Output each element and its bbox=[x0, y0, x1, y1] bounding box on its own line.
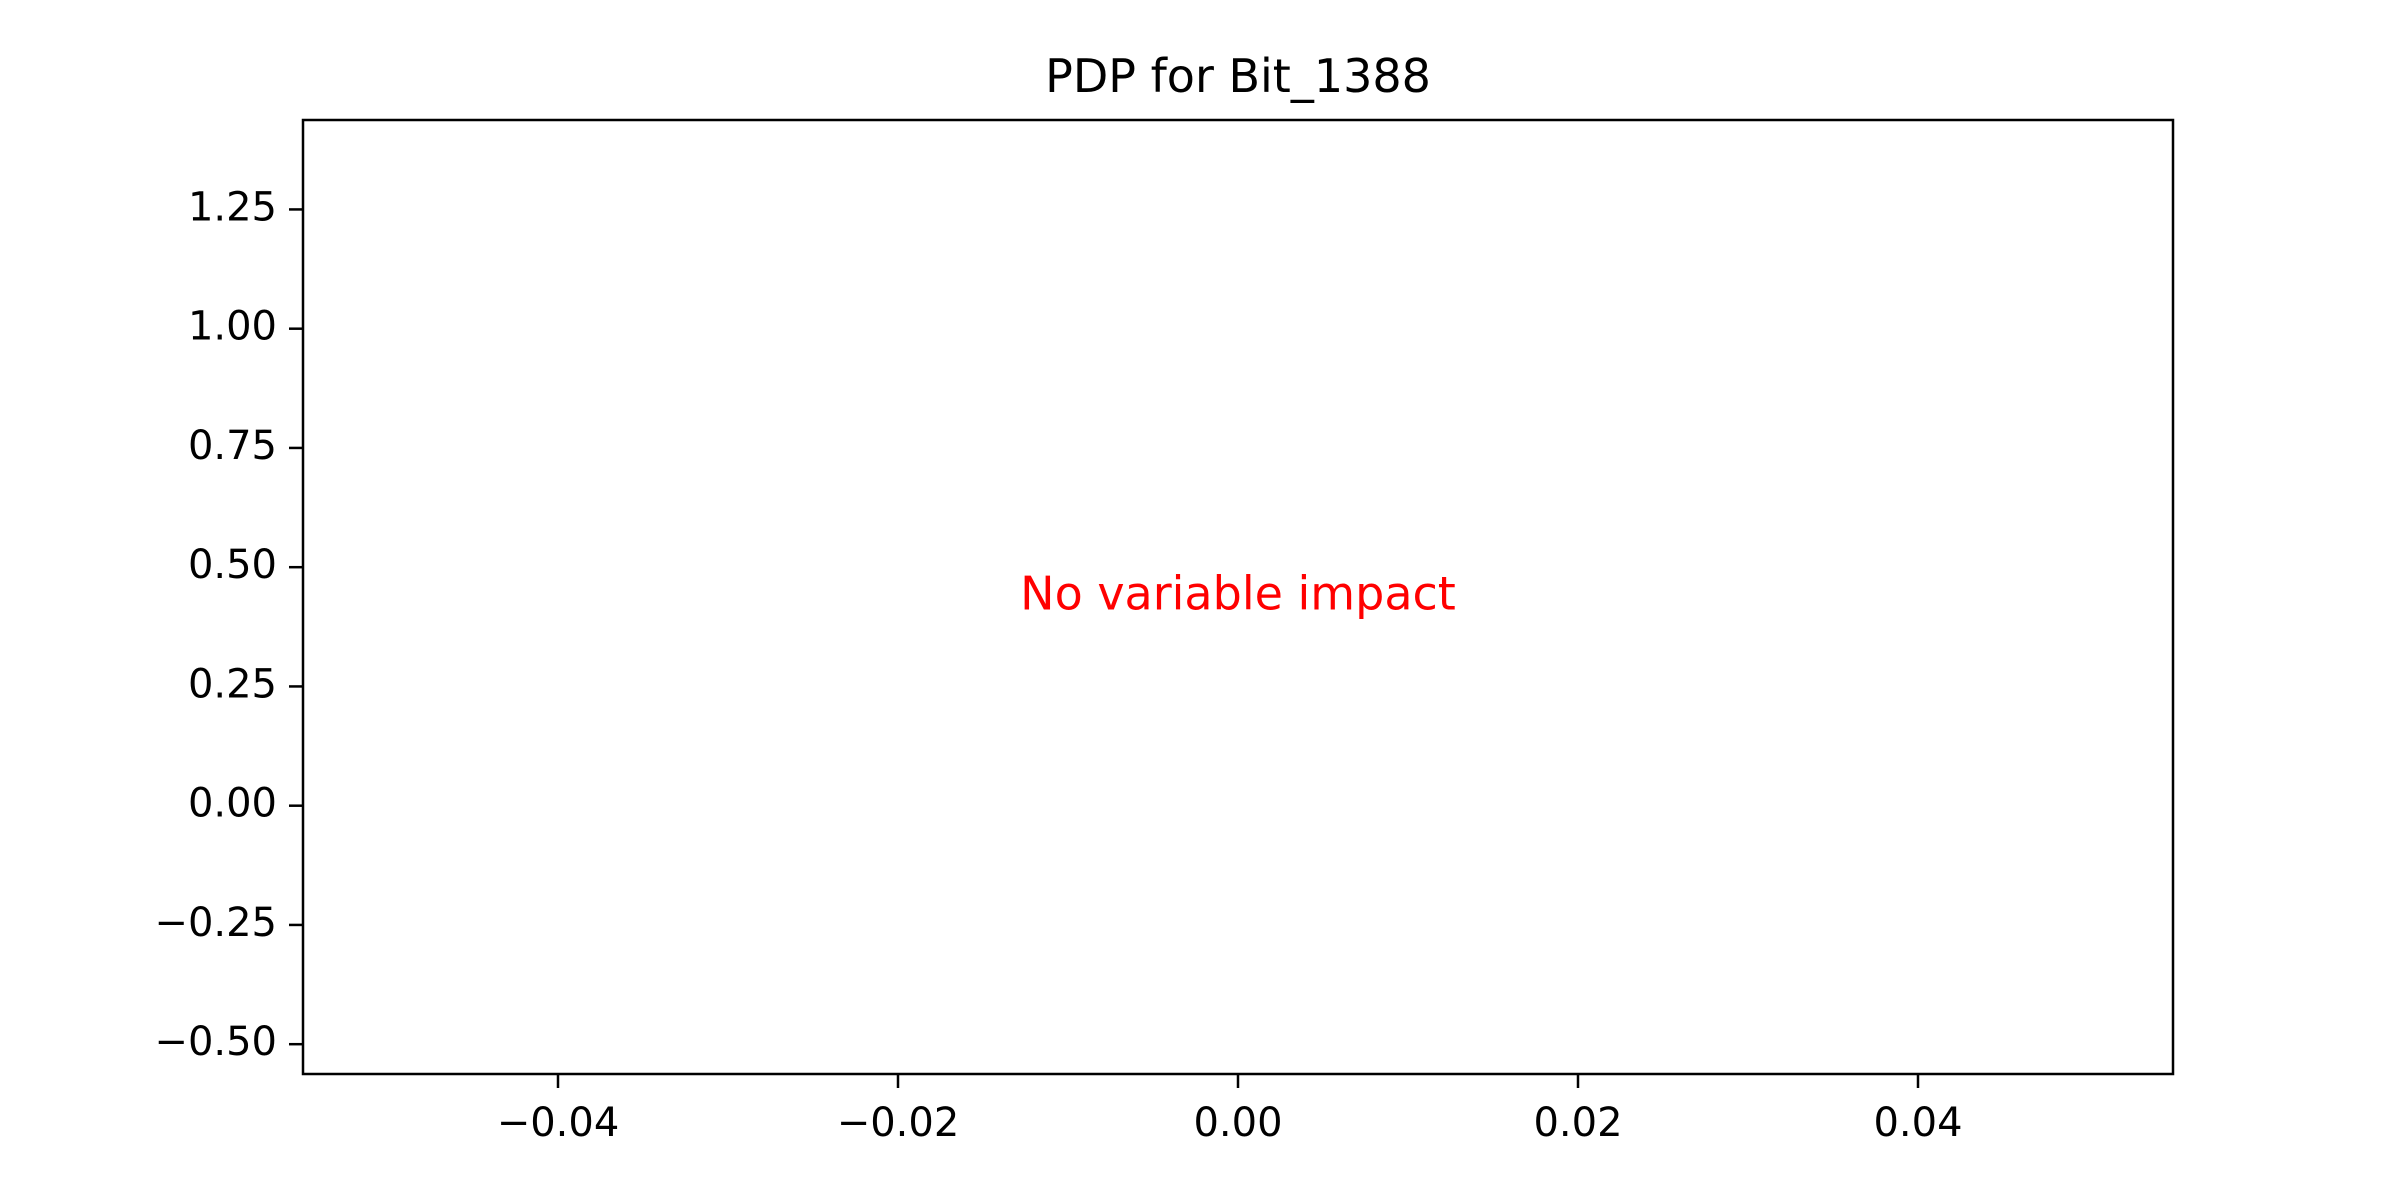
y-tick-label: −0.50 bbox=[154, 1019, 277, 1065]
x-tick-label: −0.02 bbox=[837, 1100, 960, 1146]
x-axis: −0.04 −0.02 0.00 0.02 0.04 bbox=[497, 1074, 1963, 1146]
x-tick-label: 0.04 bbox=[1873, 1100, 1962, 1146]
y-tick-label: 1.00 bbox=[188, 304, 277, 350]
x-tick-label: −0.04 bbox=[497, 1100, 620, 1146]
y-tick-label: 0.75 bbox=[188, 423, 277, 469]
plot-area-frame bbox=[301, 118, 2175, 1076]
y-tick-label: 0.50 bbox=[188, 542, 277, 588]
y-tick-label: −0.25 bbox=[154, 900, 277, 946]
no-impact-annotation: No variable impact bbox=[1020, 567, 1456, 621]
y-axis: −0.50 −0.25 0.00 0.25 0.50 0.75 1.00 1.25 bbox=[154, 184, 303, 1065]
y-tick-label: 1.25 bbox=[188, 184, 277, 230]
y-tick-label: 0.25 bbox=[188, 661, 277, 707]
chart-title: PDP for Bit_1388 bbox=[1045, 49, 1431, 103]
y-tick-label: 0.00 bbox=[188, 781, 277, 827]
x-tick-label: 0.02 bbox=[1533, 1100, 1622, 1146]
x-tick-label: 0.00 bbox=[1193, 1100, 1282, 1146]
